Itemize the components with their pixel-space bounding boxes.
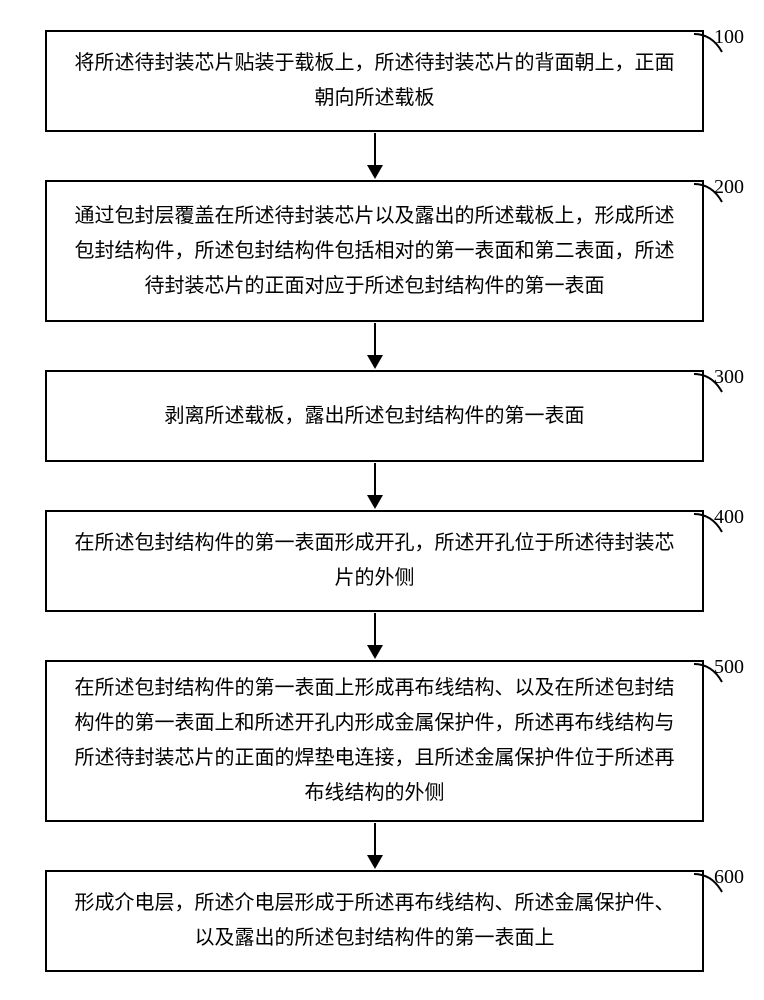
step-box-600: 600 形成介电层，所述介电层形成于所述再布线结构、所述金属保护件、以及露出的所…: [45, 870, 704, 972]
flowchart-container: 100 将所述待封装芯片贴装于载板上，所述待封装芯片的背面朝上，正面朝向所述载板…: [0, 0, 764, 1000]
arrow-line: [374, 323, 376, 355]
step-box-100: 100 将所述待封装芯片贴装于载板上，所述待封装芯片的背面朝上，正面朝向所述载板: [45, 30, 704, 132]
arrow-line: [374, 133, 376, 165]
step-label-400: 400: [714, 506, 744, 529]
arrow-head: [367, 495, 383, 509]
arrow-head: [367, 165, 383, 179]
step-box-200: 200 通过包封层覆盖在所述待封装芯片以及露出的所述载板上，形成所述包封结构件，…: [45, 180, 704, 322]
arrow-line: [374, 823, 376, 855]
step-box-500: 500 在所述包封结构件的第一表面上形成再布线结构、以及在所述包封结构件的第一表…: [45, 660, 704, 822]
step-wrapper-500: 500 在所述包封结构件的第一表面上形成再布线结构、以及在所述包封结构件的第一表…: [45, 660, 704, 822]
step-text-600: 形成介电层，所述介电层形成于所述再布线结构、所述金属保护件、以及露出的所述包封结…: [67, 886, 682, 956]
step-label-600: 600: [714, 866, 744, 889]
arrow-300-400: [45, 462, 704, 510]
step-text-400: 在所述包封结构件的第一表面形成开孔，所述开孔位于所述待封装芯片的外侧: [67, 526, 682, 596]
step-box-300: 300 剥离所述载板，露出所述包封结构件的第一表面: [45, 370, 704, 462]
arrow-head: [367, 645, 383, 659]
arrow-head: [367, 855, 383, 869]
step-wrapper-300: 300 剥离所述载板，露出所述包封结构件的第一表面: [45, 370, 704, 462]
step-wrapper-200: 200 通过包封层覆盖在所述待封装芯片以及露出的所述载板上，形成所述包封结构件，…: [45, 180, 704, 322]
arrow-200-300: [45, 322, 704, 370]
step-text-500: 在所述包封结构件的第一表面上形成再布线结构、以及在所述包封结构件的第一表面上和所…: [67, 671, 682, 811]
arrow-head: [367, 355, 383, 369]
step-wrapper-400: 400 在所述包封结构件的第一表面形成开孔，所述开孔位于所述待封装芯片的外侧: [45, 510, 704, 612]
step-wrapper-100: 100 将所述待封装芯片贴装于载板上，所述待封装芯片的背面朝上，正面朝向所述载板: [45, 30, 704, 132]
step-label-200: 200: [714, 176, 744, 199]
arrow-line: [374, 463, 376, 495]
step-text-300: 剥离所述载板，露出所述包封结构件的第一表面: [165, 399, 585, 434]
step-text-200: 通过包封层覆盖在所述待封装芯片以及露出的所述载板上，形成所述包封结构件，所述包封…: [67, 199, 682, 304]
step-wrapper-600: 600 形成介电层，所述介电层形成于所述再布线结构、所述金属保护件、以及露出的所…: [45, 870, 704, 972]
step-box-400: 400 在所述包封结构件的第一表面形成开孔，所述开孔位于所述待封装芯片的外侧: [45, 510, 704, 612]
arrow-line: [374, 613, 376, 645]
arrow-500-600: [45, 822, 704, 870]
arrow-400-500: [45, 612, 704, 660]
arrow-100-200: [45, 132, 704, 180]
step-label-500: 500: [714, 656, 744, 679]
step-text-100: 将所述待封装芯片贴装于载板上，所述待封装芯片的背面朝上，正面朝向所述载板: [67, 46, 682, 116]
step-label-300: 300: [714, 366, 744, 389]
step-label-100: 100: [714, 26, 744, 49]
